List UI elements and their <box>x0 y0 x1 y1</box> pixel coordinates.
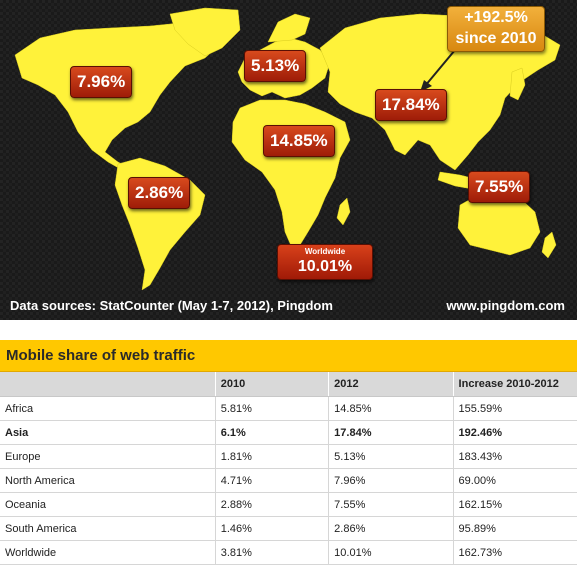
world-map-panel: 7.96% 5.13% 17.84% 14.85% 2.86% 7.55% Wo… <box>0 0 577 320</box>
mobile-share-table: 2010 2012 Increase 2010-2012 Africa 5.81… <box>0 372 577 565</box>
continent-madagascar <box>336 197 351 226</box>
cell-2010: 1.81% <box>214 444 329 469</box>
callout-arrow <box>424 49 456 87</box>
cell-2010: 2.88% <box>214 492 329 517</box>
cell-2012: 7.96% <box>328 468 454 493</box>
cell-2012: 2.86% <box>328 516 454 541</box>
table-title: Mobile share of web traffic <box>0 340 577 372</box>
worldwide-value: 10.01% <box>297 258 353 275</box>
continent-japan <box>509 67 526 101</box>
label-africa: 14.85% <box>263 125 335 157</box>
callout-line1: +192.5% <box>464 9 528 26</box>
asia-growth-callout: +192.5% since 2010 <box>447 6 545 52</box>
label-europe: 5.13% <box>244 50 307 82</box>
worldwide-title: Worldwide <box>304 247 346 256</box>
label-south-america: 2.86% <box>128 177 191 209</box>
cell-increase: 95.89% <box>452 516 577 541</box>
table-row: Europe 1.81% 5.13% 183.43% <box>0 444 577 469</box>
cell-region: Asia <box>0 420 216 445</box>
table-row: Oceania 2.88% 7.55% 162.15% <box>0 492 577 517</box>
site-credit: www.pingdom.com <box>446 298 565 313</box>
cell-increase: 183.43% <box>452 444 577 469</box>
label-north-america: 7.96% <box>70 66 133 98</box>
header-region <box>0 372 216 397</box>
table-row: South America 1.46% 2.86% 95.89% <box>0 516 577 541</box>
label-oceania: 7.55% <box>468 171 531 203</box>
cell-region: Europe <box>0 444 216 469</box>
cell-region: Africa <box>0 396 216 421</box>
cell-2012: 7.55% <box>328 492 454 517</box>
continent-greenland <box>169 7 241 57</box>
table-header-row: 2010 2012 Increase 2010-2012 <box>0 372 577 397</box>
cell-2012: 17.84% <box>328 420 454 445</box>
label-asia: 17.84% <box>375 89 447 121</box>
header-2012: 2012 <box>328 372 454 397</box>
cell-increase: 162.15% <box>452 492 577 517</box>
cell-region: South America <box>0 516 216 541</box>
table-row: North America 4.71% 7.96% 69.00% <box>0 468 577 493</box>
cell-increase: 155.59% <box>452 396 577 421</box>
callout-line2: since 2010 <box>455 30 537 47</box>
cell-2010: 4.71% <box>214 468 329 493</box>
table-row: Africa 5.81% 14.85% 155.59% <box>0 396 577 421</box>
cell-increase: 192.46% <box>452 420 577 445</box>
cell-2012: 5.13% <box>328 444 454 469</box>
cell-2010: 5.81% <box>214 396 329 421</box>
continent-scandinavia <box>267 13 311 43</box>
header-increase: Increase 2010-2012 <box>452 372 577 397</box>
data-sources: Data sources: StatCounter (May 1-7, 2012… <box>10 298 333 313</box>
header-2010: 2010 <box>214 372 329 397</box>
cell-2010: 1.46% <box>214 516 329 541</box>
cell-region: North America <box>0 468 216 493</box>
continent-new-zealand <box>541 231 557 259</box>
cell-2010: 6.1% <box>214 420 329 445</box>
table-row: Asia 6.1% 17.84% 192.46% <box>0 420 577 445</box>
cell-2012: 14.85% <box>328 396 454 421</box>
cell-region: Oceania <box>0 492 216 517</box>
cell-increase: 69.00% <box>452 468 577 493</box>
worldwide-label: Worldwide 10.01% <box>277 244 373 280</box>
